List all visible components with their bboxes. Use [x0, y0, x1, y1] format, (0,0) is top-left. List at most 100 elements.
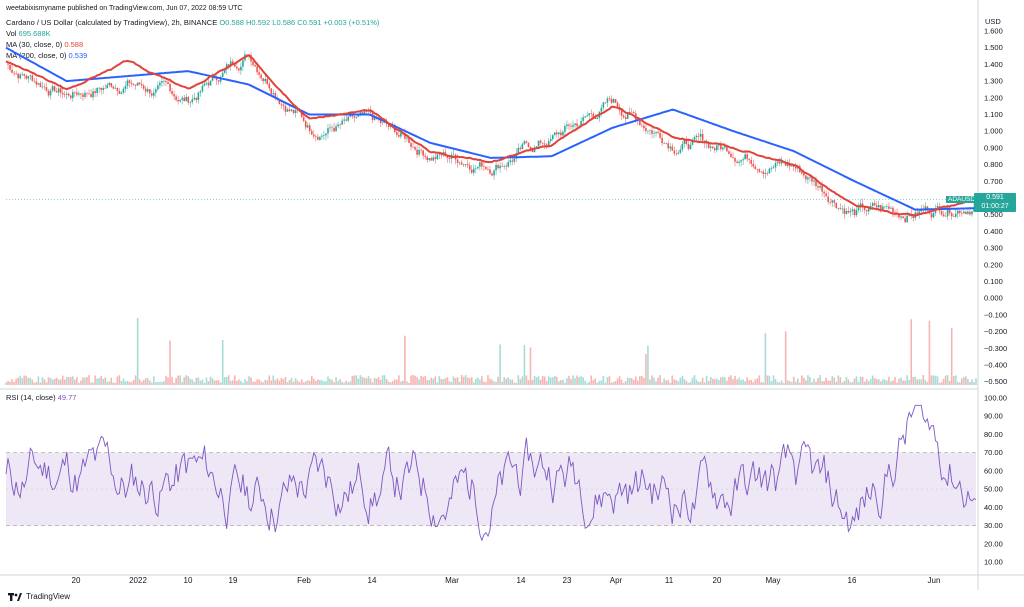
volume-bar: [446, 377, 449, 385]
volume-bar: [272, 375, 275, 385]
volume-bar: [456, 377, 459, 385]
volume-bar: [234, 375, 236, 385]
volume-bar: [679, 377, 682, 385]
candle-body: [758, 169, 761, 172]
volume-bar: [880, 381, 882, 385]
legend-ma30-row[interactable]: MA (30, close, 0) 0.588: [6, 39, 379, 50]
volume-bar: [274, 380, 277, 385]
candle-body: [329, 127, 331, 129]
vol-value: 695.688K: [18, 29, 51, 38]
volume-bar: [23, 375, 26, 385]
candle-body: [880, 204, 882, 210]
volume-bar: [900, 377, 902, 385]
volume-bar: [501, 381, 503, 385]
volume-bar: [221, 340, 224, 385]
candle-body: [76, 92, 78, 95]
symbol-tag: ADAUSD: [946, 196, 978, 203]
candle-body: [436, 154, 439, 160]
volume-bar: [479, 379, 481, 385]
volume-bar: [857, 381, 860, 385]
candle-body: [300, 111, 303, 118]
candle-body: [209, 80, 212, 86]
candle-body: [564, 126, 566, 132]
volume-bar: [875, 379, 878, 385]
volume-bar: [114, 382, 117, 385]
volume-bar: [715, 378, 718, 385]
candle-body: [134, 84, 137, 86]
volume-bar: [912, 376, 915, 385]
candle-body: [620, 110, 623, 116]
legend-vol-row[interactable]: Vol 695.688K: [6, 28, 379, 39]
candle-body: [23, 74, 26, 76]
legend-title-row[interactable]: Cardano / US Dollar (calculated by Tradi…: [6, 17, 379, 28]
time-tick-label: 20: [713, 576, 722, 585]
candle-body: [317, 136, 319, 140]
volume-bar: [667, 379, 669, 385]
volume-bar: [792, 376, 795, 385]
candle-body: [553, 132, 556, 136]
volume-bar: [578, 377, 580, 385]
volume-bar: [730, 375, 732, 385]
volume-bar: [558, 381, 560, 385]
candle-body: [549, 138, 552, 142]
published-by-line: weetabixismyname published on TradingVie…: [6, 5, 243, 12]
candle-body: [396, 132, 398, 135]
candle-body: [31, 75, 34, 81]
volume-bar: [586, 382, 588, 385]
volume-bar: [742, 379, 744, 385]
candle-body: [961, 212, 963, 214]
candle-body: [78, 93, 80, 95]
time-tick-label: May: [765, 576, 780, 585]
candle-body: [853, 209, 856, 216]
candle-body: [519, 147, 522, 150]
volume-bar: [86, 377, 88, 385]
candle-body: [80, 93, 82, 95]
candle-body: [185, 96, 188, 102]
volume-bar: [94, 375, 96, 385]
volume-bar: [869, 379, 872, 385]
candle-body: [768, 168, 771, 174]
candle-body: [855, 210, 858, 216]
candle-body: [902, 216, 904, 219]
volume-bar: [713, 379, 716, 385]
candle-body: [100, 87, 102, 90]
candle-body: [711, 146, 714, 149]
volume-bar: [596, 382, 599, 385]
volume-bar: [181, 381, 183, 385]
candle-body: [784, 162, 787, 166]
candle-body: [718, 144, 720, 146]
time-tick-label: 23: [563, 576, 572, 585]
legend-ma200-row[interactable]: MA (200, close, 0) 0.539: [6, 50, 379, 61]
volume-bar: [841, 382, 844, 385]
volume-bar: [294, 378, 297, 385]
candle-body: [420, 149, 422, 151]
volume-bar: [102, 378, 105, 385]
volume-bar: [890, 381, 892, 385]
rsi-axis-ticks: 100.00 90.00 80.00 70.00 60.00 50.00 40.00 30.0…: [984, 394, 1007, 567]
volume-bar: [49, 378, 52, 385]
volume-bar: [582, 377, 584, 385]
rsi-legend[interactable]: RSI (14, close) 49.77: [6, 393, 76, 402]
volume-bar: [904, 380, 906, 385]
candle-body: [819, 185, 821, 188]
candle-body: [157, 85, 159, 90]
candle-body: [845, 211, 848, 214]
candle-body: [942, 214, 945, 217]
time-tick-label: Mar: [445, 576, 459, 585]
candle-body: [813, 180, 815, 182]
volume-bar: [811, 382, 813, 385]
candle-body: [746, 154, 748, 159]
tradingview-brand[interactable]: TradingView: [8, 592, 70, 601]
volume-bar: [539, 379, 542, 385]
volume-bar: [649, 379, 651, 385]
candle-body: [63, 94, 66, 96]
volume-bar: [250, 377, 252, 385]
candle-body: [43, 86, 46, 88]
volume-bar: [229, 380, 232, 385]
volume-bar: [837, 375, 840, 385]
candle-body: [470, 169, 473, 173]
volume-bar: [104, 377, 107, 385]
volume-bar: [367, 376, 370, 385]
volume-bar: [313, 378, 315, 385]
